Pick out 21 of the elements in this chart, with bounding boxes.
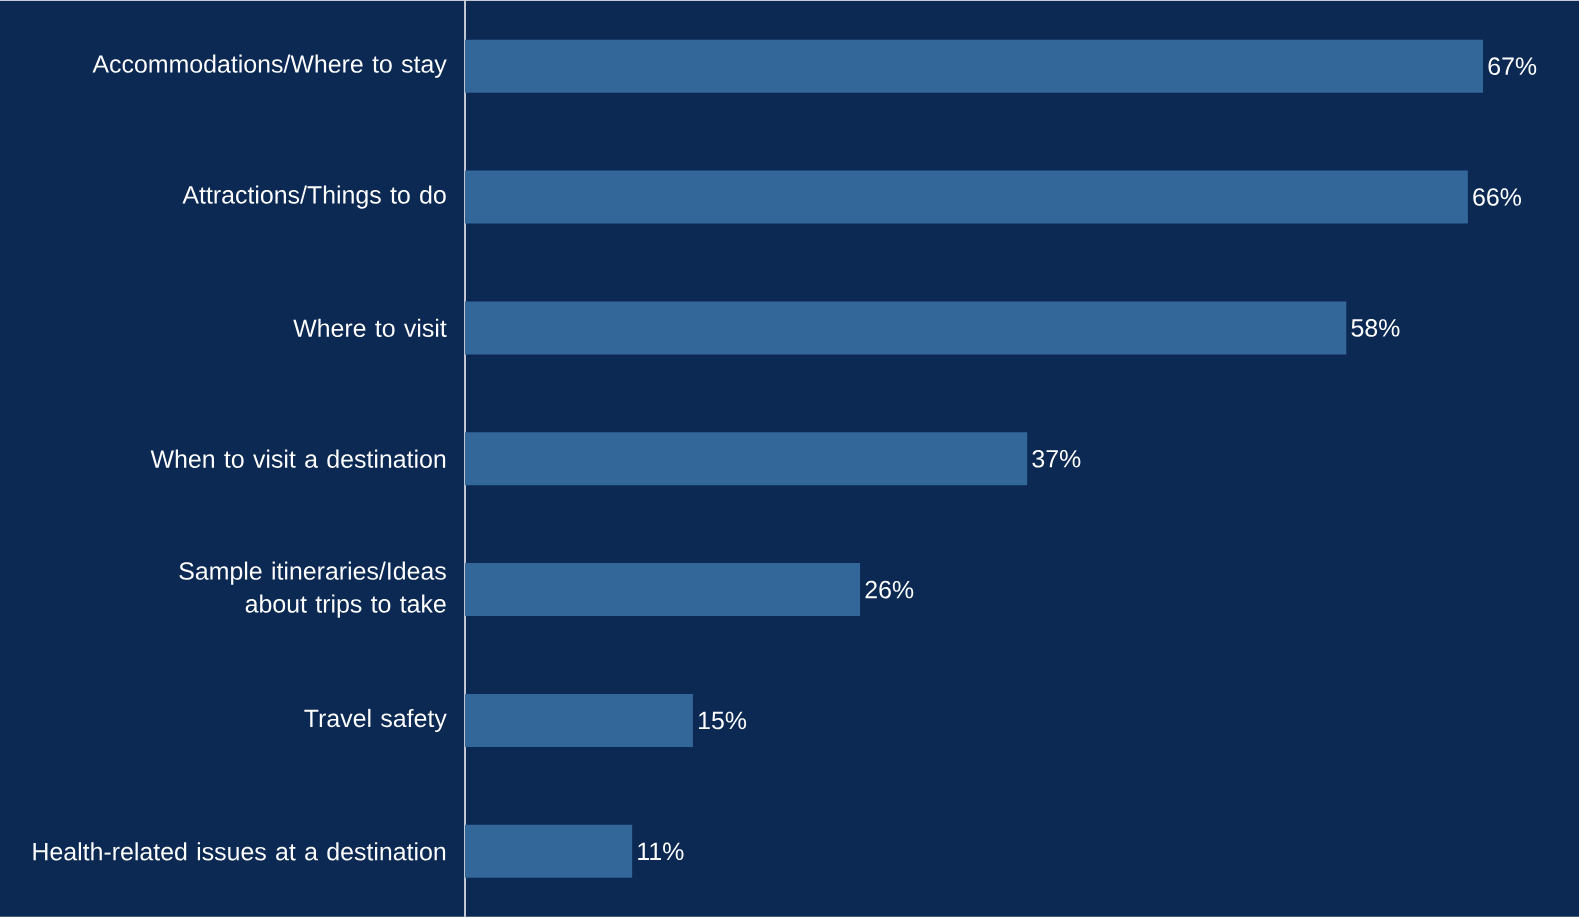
data-label: 58% xyxy=(1351,319,1400,337)
bar xyxy=(465,694,693,748)
bar xyxy=(465,563,861,617)
y-tick-label: Attractions/Things to do xyxy=(182,185,446,209)
data-label: 26% xyxy=(865,581,914,599)
y-tick-label: Travel safety xyxy=(304,709,447,733)
bar xyxy=(465,39,1484,93)
y-tick-label: Health-related issues at a destination xyxy=(33,842,446,861)
bar xyxy=(465,432,1028,486)
data-label: 66% xyxy=(1473,188,1522,207)
bar xyxy=(465,170,1468,224)
y-tick-label: When to visit a destination xyxy=(150,449,446,469)
y-tick-label: Where to visit xyxy=(293,319,447,338)
data-label: 15% xyxy=(699,711,747,730)
data-label: 11% xyxy=(638,842,684,861)
y-tick-label: Sample itineraries/Ideas about trips to take xyxy=(179,561,446,618)
bar xyxy=(465,301,1347,355)
y-tick-label: Accommodations/Where to stay xyxy=(92,54,447,79)
data-label: 67% xyxy=(1488,57,1537,76)
data-label: 37% xyxy=(1032,450,1081,468)
bar xyxy=(465,825,633,879)
